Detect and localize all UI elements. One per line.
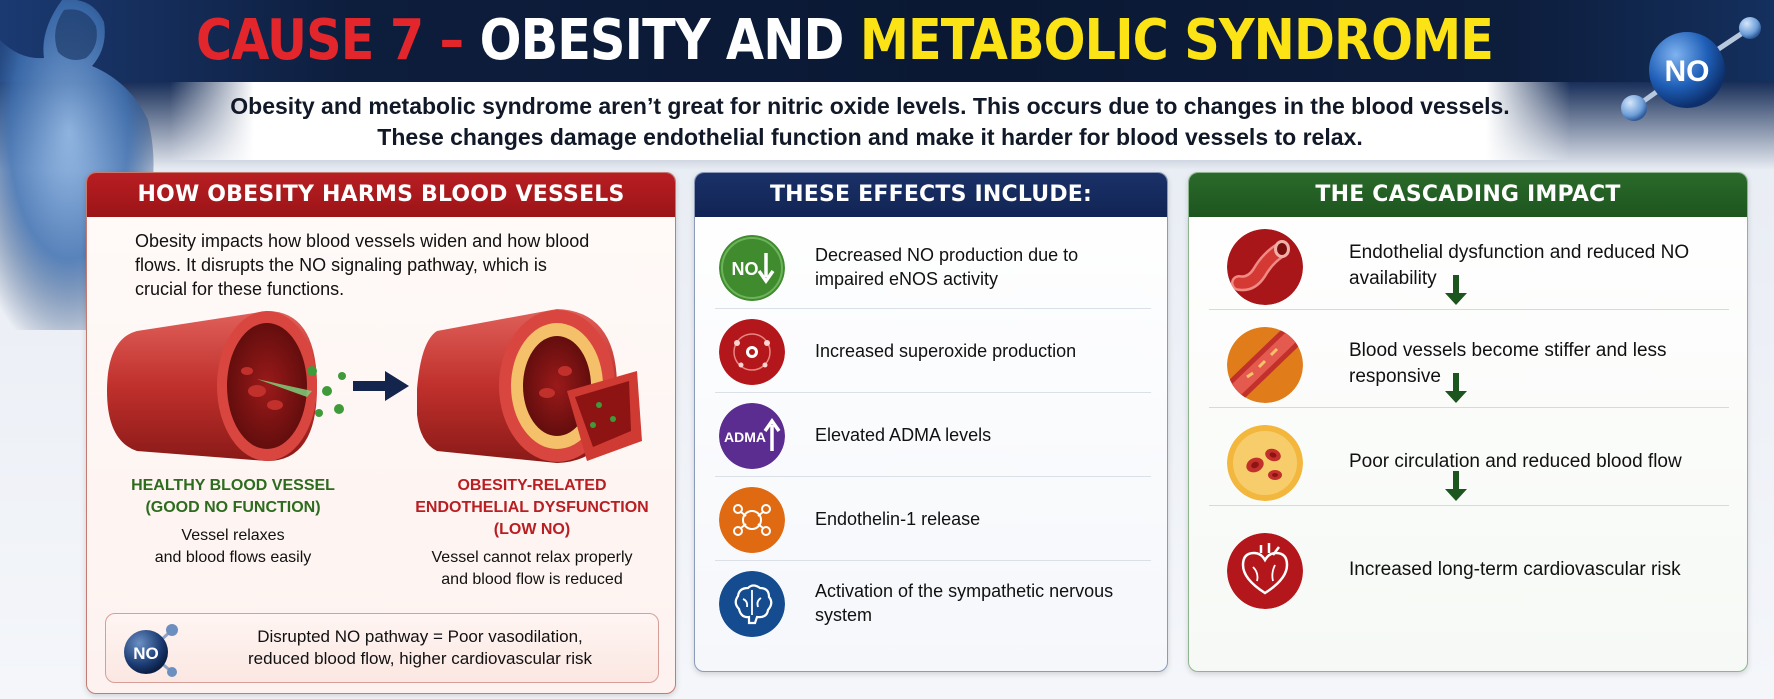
molecule-label: NO [1665, 55, 1710, 88]
damaged-desc-line-1: Vessel cannot relax properly [431, 549, 633, 566]
summary-line-2: reduced blood flow, higher cardiovascula… [248, 649, 592, 668]
title-syndrome: METABOLIC SYNDROME [859, 8, 1494, 73]
down-arrow-icon [1445, 471, 1467, 501]
vessel-icon [1227, 229, 1303, 305]
panel-right-heading: THE CASCADING IMPACT [1189, 173, 1747, 217]
subtitle-line-2: These changes damage endothelial functio… [377, 124, 1363, 150]
damaged-caption: OBESITY-RELATED ENDOTHELIAL DYSFUNCTION … [407, 475, 657, 541]
blood-cells-icon [1227, 425, 1303, 501]
damaged-caption-line-1: OBESITY-RELATED [457, 477, 607, 494]
no-molecule-icon: NO [1621, 17, 1761, 121]
cascade-item: Blood vessels become stiffer and less re… [1209, 323, 1729, 405]
title-obesity: OBESITY AND [479, 8, 860, 73]
page-title: CAUSE 7 – OBESITY AND METABOLIC SYNDROME [196, 6, 1494, 76]
healthy-caption-line-1: HEALTHY BLOOD VESSEL [131, 477, 335, 494]
summary-badge-label: NO [133, 644, 159, 663]
panel-cascading-impact: THE CASCADING IMPACT Endothelial dysfunc… [1188, 172, 1748, 672]
subtitle-box: Obesity and metabolic syndrome aren’t gr… [170, 82, 1570, 160]
effect-text: Endothelin-1 release [815, 509, 981, 529]
panel-obesity-harms: HOW OBESITY HARMS BLOOD VESSELS Obesity … [86, 172, 676, 694]
damaged-description: Vessel cannot relax properly and blood f… [407, 547, 657, 591]
healthy-desc-line-1: Vessel relaxes [181, 527, 285, 544]
summary-line-1: Disrupted NO pathway = Poor vasodilation… [257, 627, 583, 646]
cascade-divider [1209, 407, 1729, 408]
summary-box: NO Disrupted NO pathway = Poor vasodilat… [105, 613, 659, 683]
down-arrow-icon [1445, 275, 1467, 305]
cascade-divider [1209, 309, 1729, 310]
down-arrow-icon [1445, 373, 1467, 403]
heart-icon [1227, 533, 1303, 609]
no-molecule-small-icon: NO [124, 624, 178, 677]
no-decrease-icon: NO [719, 235, 785, 301]
panel-left-intro: Obesity impacts how blood vessels widen … [135, 231, 590, 299]
effect-icon-label-adma: ADMA [724, 429, 766, 445]
cascade-text: Increased long-term cardiovascular risk [1349, 559, 1681, 580]
healthy-vessel-illustration [107, 311, 346, 461]
panel-left-heading: HOW OBESITY HARMS BLOOD VESSELS [87, 173, 675, 217]
transition-arrow-icon [353, 371, 409, 401]
effect-item: Activation of the sympathetic nervous sy… [715, 561, 1151, 645]
endothelin-icon [719, 487, 785, 553]
effect-text: Increased superoxide production [815, 341, 1077, 361]
damaged-desc-line-2: and blood flow is reduced [441, 571, 623, 588]
panel-effects: THESE EFFECTS INCLUDE: NO Decreased NO p… [694, 172, 1168, 672]
cascade-text: Poor circulation and reduced blood flow [1349, 451, 1682, 472]
effect-icon-label-no: NO [732, 259, 759, 279]
cascade-divider [1209, 505, 1729, 506]
summary-text: Disrupted NO pathway = Poor vasodilation… [190, 626, 650, 670]
header-banner [0, 0, 1774, 82]
panel-middle-heading: THESE EFFECTS INCLUDE: [695, 173, 1167, 217]
superoxide-icon [719, 319, 785, 385]
title-cause: CAUSE 7 – [196, 8, 480, 73]
effect-item: Endothelin-1 release [715, 477, 1151, 561]
cascade-text: Blood vessels become stiffer and less re… [1349, 340, 1667, 387]
effect-text: Elevated ADMA levels [815, 425, 992, 445]
cascade-item: Poor circulation and reduced blood flow [1209, 421, 1729, 503]
cascade-item: Increased long-term cardiovascular risk [1209, 529, 1729, 611]
effect-item: NO Decreased NO production due to impair… [715, 225, 1151, 309]
damaged-vessel-illustration [417, 309, 642, 463]
adma-increase-icon: ADMA [719, 403, 785, 469]
cascade-item: Endothelial dysfunction and reduced NO a… [1209, 225, 1729, 307]
damaged-caption-line-2: ENDOTHELIAL DYSFUNCTION [415, 499, 649, 516]
brain-icon [719, 571, 785, 637]
healthy-description: Vessel relaxes and blood flows easily [109, 525, 357, 569]
healthy-desc-line-2: and blood flows easily [154, 549, 312, 566]
healthy-caption: HEALTHY BLOOD VESSEL (GOOD NO FUNCTION) [109, 475, 357, 519]
stiff-vessel-icon [1227, 327, 1303, 403]
subtitle-line-1: Obesity and metabolic syndrome aren’t gr… [230, 93, 1510, 119]
damaged-caption-line-3: (LOW NO) [493, 521, 571, 538]
effect-text: Activation of the sympathetic nervous sy… [815, 581, 1114, 625]
effect-text: Decreased NO production due to impaired … [815, 245, 1079, 289]
cascade-text: Endothelial dysfunction and reduced NO a… [1349, 242, 1690, 289]
healthy-caption-line-2: (GOOD NO FUNCTION) [145, 499, 321, 516]
effect-item: Increased superoxide production [715, 309, 1151, 393]
effect-item: ADMA Elevated ADMA levels [715, 393, 1151, 477]
